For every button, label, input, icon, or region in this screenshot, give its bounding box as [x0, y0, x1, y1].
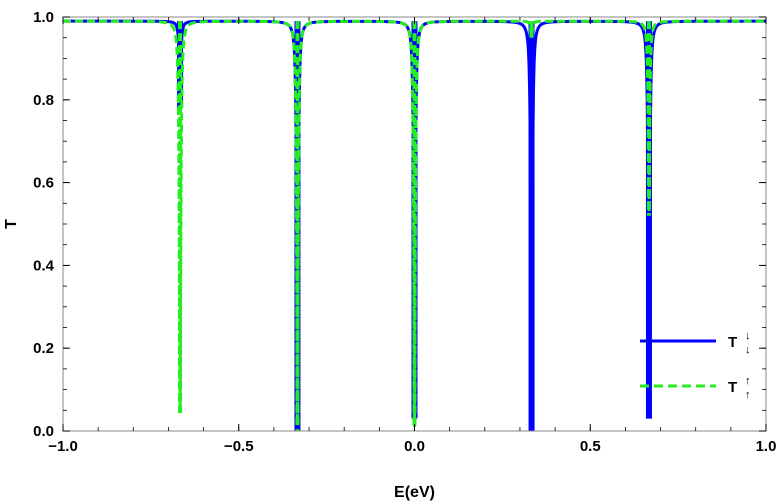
x-tick-label: −0.5 [224, 438, 254, 455]
legend-label-2: T [728, 379, 737, 396]
ticks-layer: −1.0 −0.5 0.0 0.5 1.0 0.0 0.2 0.4 0.6 0.8 1.0 [33, 9, 776, 455]
series-layer [63, 19, 766, 431]
y-axis-label: T [3, 219, 20, 229]
x-axis-label: E(eV) [394, 484, 435, 501]
y-tick-label: 1.0 [33, 9, 54, 26]
y-tick-label: 0.4 [33, 257, 55, 274]
legend-label-1-sub: ↓ [745, 344, 751, 356]
x-tick-label: 1.0 [756, 438, 777, 455]
x-tick-label: 0.5 [580, 438, 601, 455]
legend-label-1-sup: ↓ [745, 330, 751, 342]
x-tick-label: −1.0 [48, 438, 78, 455]
legend: T ↓ ↓ T ↑ ↑ [640, 330, 751, 401]
legend-label-1: T [728, 334, 737, 351]
x-tick-label: 0.0 [404, 438, 425, 455]
y-tick-label: 0.2 [33, 340, 54, 357]
y-tick-label: 0.0 [33, 423, 54, 440]
legend-label-2-sup: ↑ [745, 375, 751, 387]
y-tick-label: 0.6 [33, 175, 54, 192]
legend-label-2-sub: ↑ [745, 389, 751, 401]
y-tick-label: 0.8 [33, 92, 54, 109]
